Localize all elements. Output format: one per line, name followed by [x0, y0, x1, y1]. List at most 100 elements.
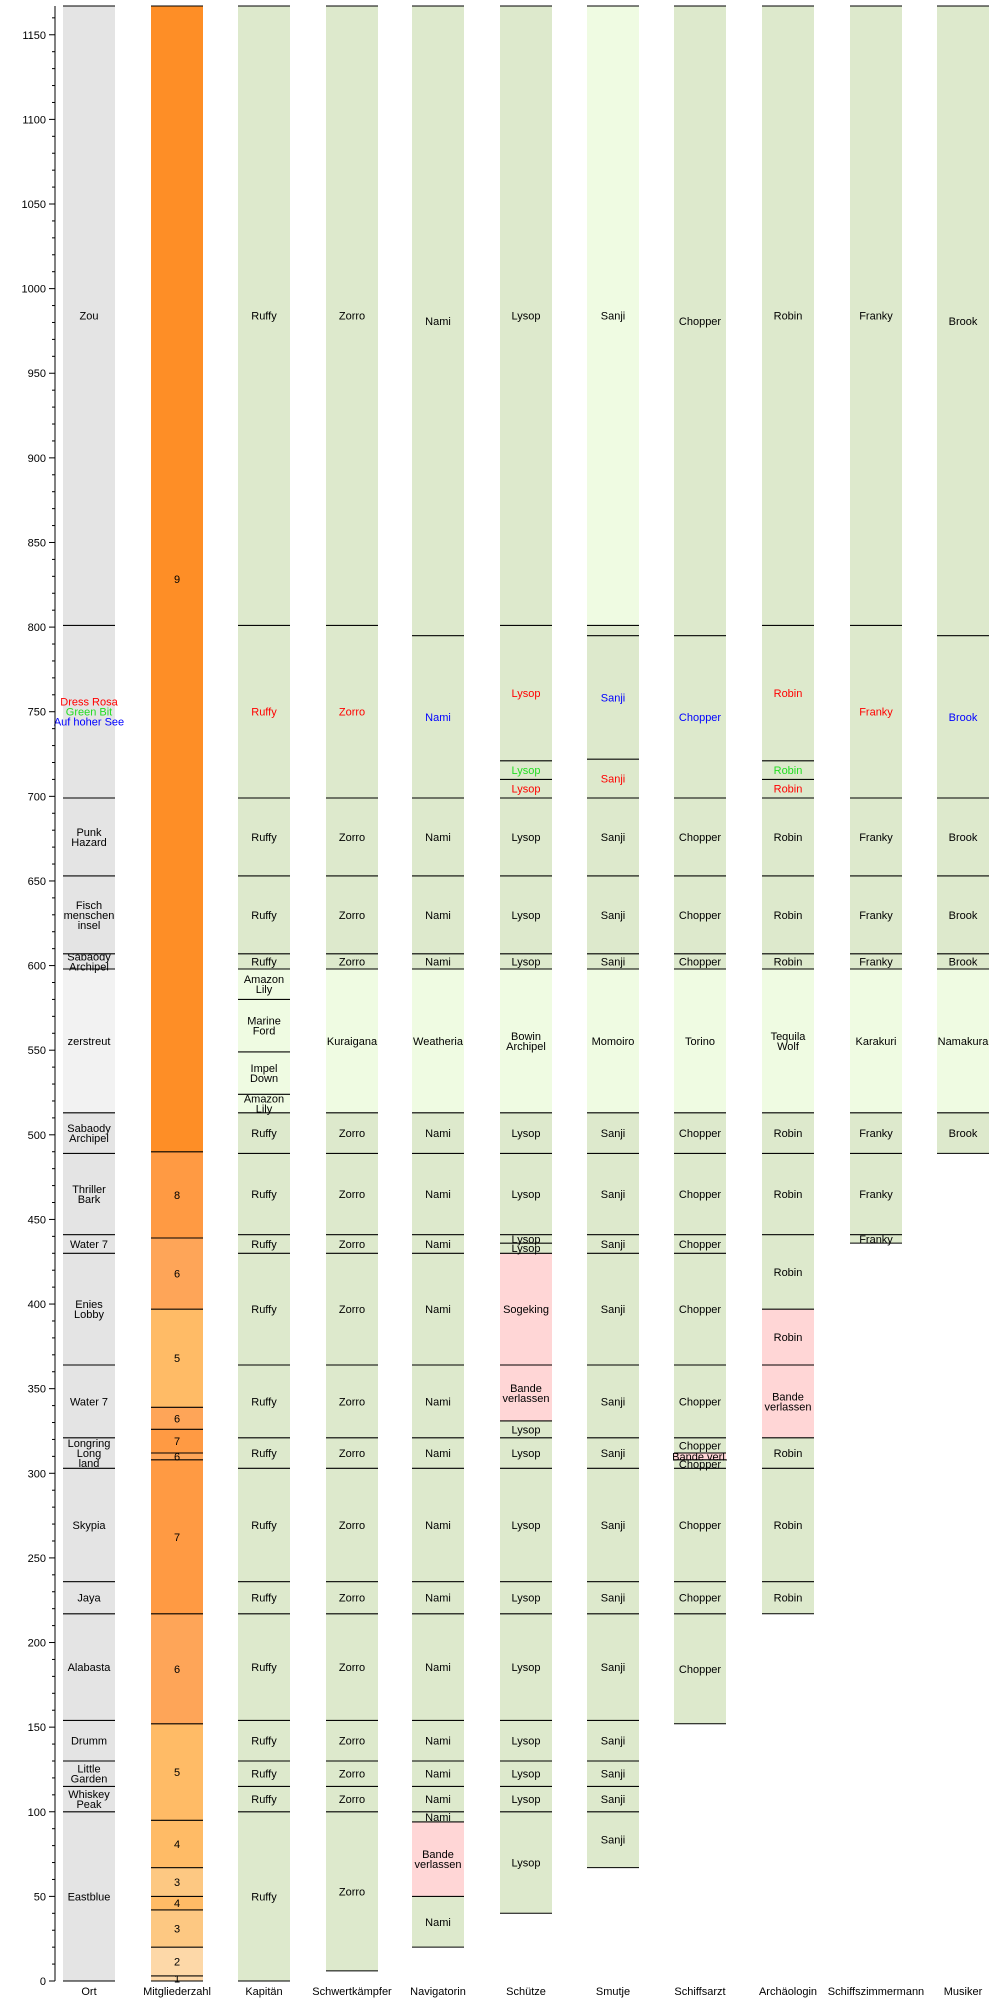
segment-smutje-0: [587, 1811, 639, 1868]
segment-label: 4: [174, 1898, 180, 1910]
segment-schiffsarzt-5: [674, 1437, 726, 1453]
segment-label: Zorro: [339, 311, 365, 323]
segment-kapit-n-3: [238, 1720, 290, 1761]
segment-label: Nami: [425, 712, 451, 724]
segment-label: Sanji: [601, 1396, 625, 1408]
segment-label: Sanji: [601, 1794, 625, 1806]
segment-label: Lysop: [512, 1858, 541, 1870]
segment-smutje-11: [587, 1153, 639, 1235]
segment-kapit-n-5: [238, 1581, 290, 1614]
segment-schiffszimmermann-8: [850, 6, 902, 626]
segment-label: Lysop: [512, 765, 541, 777]
segment-label: Archipel: [69, 1133, 109, 1145]
segment-smutje-9: [587, 1253, 639, 1365]
segment-label: Zorro: [339, 707, 365, 719]
segment-label: Ruffy: [251, 1593, 277, 1605]
segment-label: 6: [174, 1269, 180, 1281]
segment-label: Nami: [425, 1128, 451, 1140]
segment-label: Zou: [80, 311, 99, 323]
segment-schwertk-mpfer-4: [326, 1613, 378, 1721]
segment-smutje-7: [587, 1437, 639, 1469]
segment-schwertk-mpfer-9: [326, 1253, 378, 1365]
segment-schiffsarzt-0: [674, 1613, 726, 1724]
segment-label: Ruffy: [251, 707, 277, 719]
segment-musiker-4: [937, 798, 989, 876]
segment-kapit-n-12: [238, 1112, 290, 1154]
segment-sch-tze-5: [500, 1581, 552, 1614]
segment-navigatorin-6: [412, 1613, 464, 1721]
segment-label: Lysop: [512, 688, 541, 700]
segment-ort-12: [63, 1112, 115, 1154]
segment-navigatorin-17: [412, 875, 464, 954]
segment-label: Zorro: [339, 1448, 365, 1460]
segment-smutje-16: [587, 798, 639, 876]
y-tick-label: 850: [28, 537, 46, 549]
segment-label: Nami: [425, 1662, 451, 1674]
segment-label: 6: [174, 1664, 180, 1676]
segment-arch-ologin-4: [762, 1309, 814, 1365]
segment-label: Nami: [425, 1593, 451, 1605]
segment-schiffsarzt-7: [674, 1253, 726, 1365]
segment-label: Sanji: [601, 1835, 625, 1847]
segment-label: Impel: [251, 1063, 278, 1075]
segment-arch-ologin-3: [762, 1364, 814, 1438]
y-tick-label: 400: [28, 1299, 46, 1311]
segment-mitgliederzahl-7: [151, 1613, 203, 1724]
y-tick-label: 700: [28, 791, 46, 803]
segment-musiker-6: [937, 6, 989, 636]
segment-label: Ruffy: [251, 1396, 277, 1408]
y-axis: 0 50 100 150 200 250 300 350 400 450 500 550 600 650 7…: [22, 6, 56, 1988]
segment-label: Amazon: [244, 974, 284, 986]
segment-label: Sanji: [601, 1128, 625, 1140]
segment-ort-3: [63, 1720, 115, 1761]
segment-label: Archipel: [69, 961, 109, 973]
segment-label: Brook: [949, 712, 978, 724]
y-tick-label: 100: [28, 1807, 46, 1819]
y-tick-label: 900: [28, 453, 46, 465]
segment-navigatorin-5: [412, 1720, 464, 1761]
segment-ort-13: [63, 968, 115, 1113]
x-label-navigatorin: Navigatorin: [410, 1986, 466, 1998]
x-label-schiffsarzt: Schiffsarzt: [674, 1986, 725, 1998]
y-tick-label: 1100: [22, 114, 46, 126]
segment-label: Franky: [859, 1189, 893, 1201]
segment-smutje-1: [587, 1786, 639, 1812]
segment-label: Chopper: [679, 316, 722, 328]
segment-label: Ruffy: [251, 832, 277, 844]
segment-schwertk-mpfer-8: [326, 1364, 378, 1438]
segment-kapit-n-20: [238, 625, 290, 799]
segment-smutje-8: [587, 1364, 639, 1438]
segment-schwertk-mpfer-10: [326, 1234, 378, 1254]
segment-label: Brook: [949, 1128, 978, 1140]
x-label-sch-tze: Schütze: [506, 1986, 546, 1998]
segment-label: 6: [174, 1413, 180, 1425]
segment-kapit-n-15: [238, 999, 290, 1052]
segment-schwertk-mpfer-7: [326, 1437, 378, 1469]
segment-label: Sanji: [601, 1593, 625, 1605]
segment-label: Zorro: [339, 910, 365, 922]
segment-sch-tze-13: [500, 1153, 552, 1235]
segment-label: Wolf: [777, 1041, 800, 1053]
segment-label: Chopper: [679, 1304, 722, 1316]
segment-label: Zorro: [339, 1662, 365, 1674]
segment-label: Chopper: [679, 1664, 722, 1676]
segment-label: Ruffy: [251, 1769, 277, 1781]
y-tick-label: 600: [28, 961, 46, 973]
segment-mitgliederzahl-4: [151, 1867, 203, 1897]
segment-label: 5: [174, 1767, 180, 1779]
segment-label: 8: [174, 1190, 180, 1202]
segment-label: Franky: [859, 956, 893, 968]
segment-label: Franky: [859, 910, 893, 922]
segment-sch-tze-12: [500, 1234, 552, 1244]
segment-sch-tze-15: [500, 968, 552, 1113]
segment-label: Sogeking: [503, 1304, 549, 1316]
segment-schiffszimmermann-5: [850, 875, 902, 954]
segment-label: Zorro: [339, 1520, 365, 1532]
segment-label: Nami: [425, 1448, 451, 1460]
y-tick-label: 150: [28, 1722, 46, 1734]
segment-label: Chopper: [679, 956, 722, 968]
segment-sch-tze-10: [500, 1253, 552, 1365]
segment-label: menschen: [64, 910, 115, 922]
segment-arch-ologin-2: [762, 1437, 814, 1469]
segment-arch-ologin-0: [762, 1581, 814, 1614]
